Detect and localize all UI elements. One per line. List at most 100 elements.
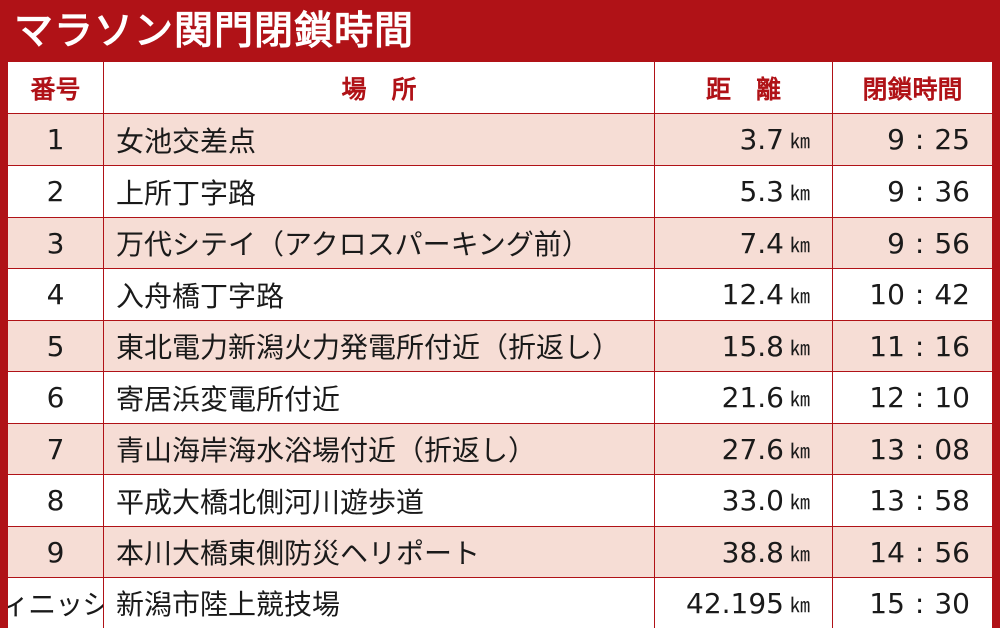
- time-hour: 9: [887, 175, 905, 208]
- row-distance: 21.6 ㎞: [655, 372, 833, 423]
- row-close-time: 11:16: [833, 321, 992, 371]
- row-close-time: 14:56: [833, 527, 992, 577]
- distance-unit: ㎞: [790, 438, 810, 463]
- distance-unit: ㎞: [790, 592, 810, 617]
- row-close-time: 12:10: [833, 372, 992, 423]
- time-separator: :: [914, 484, 925, 517]
- time-separator: :: [914, 432, 925, 466]
- table-row: 2 上所丁字路 5.3 ㎞ 9:36: [8, 166, 992, 218]
- row-distance: 5.3 ㎞: [655, 166, 833, 217]
- time-separator: :: [914, 329, 925, 363]
- row-place: 女池交差点: [104, 114, 655, 165]
- time-minute: 56: [934, 535, 970, 569]
- row-close-time: 9:56: [833, 218, 992, 268]
- row-place: 入舟橋丁字路: [104, 269, 655, 320]
- row-number: フィニッシュ: [8, 578, 104, 628]
- time-minute: 36: [934, 175, 970, 208]
- row-number: 9: [8, 527, 104, 577]
- time-separator: :: [914, 123, 925, 156]
- row-place: 青山海岸海水浴場付近（折返し）: [104, 424, 655, 474]
- header-close-time: 閉鎖時間: [862, 74, 963, 104]
- time-minute: 42: [934, 278, 970, 311]
- row-place: 万代シテイ（アクロスパーキング前）: [104, 218, 655, 268]
- time-hour: 13: [869, 432, 905, 466]
- distance-unit: ㎞: [790, 490, 810, 514]
- closure-table: 番号 場 所 距 離 閉鎖時間 1 女池交差点 3.7 ㎞ 9:25 2 上所丁字…: [8, 62, 992, 628]
- row-place: 上所丁字路: [104, 166, 655, 217]
- time-hour: 12: [869, 381, 905, 414]
- distance-unit: ㎞: [790, 541, 810, 566]
- distance-value: 12.4: [721, 278, 784, 311]
- time-separator: :: [914, 535, 925, 569]
- row-close-time: 13:58: [833, 475, 992, 526]
- row-distance: 3.7 ㎞: [655, 114, 833, 165]
- table-row: 6 寄居浜変電所付近 21.6 ㎞ 12:10: [8, 372, 992, 424]
- row-distance: 33.0 ㎞: [655, 475, 833, 526]
- row-place: 本川大橋東側防災ヘリポート: [104, 527, 655, 577]
- row-place: 寄居浜変電所付近: [104, 372, 655, 423]
- distance-unit: ㎞: [790, 129, 810, 153]
- distance-unit: ㎞: [790, 335, 810, 360]
- row-distance: 12.4 ㎞: [655, 269, 833, 320]
- time-minute: 10: [934, 381, 970, 414]
- distance-unit: ㎞: [790, 181, 810, 205]
- row-number: 6: [8, 372, 104, 423]
- table-row: 4 入舟橋丁字路 12.4 ㎞ 10:42: [8, 269, 992, 321]
- time-separator: :: [914, 586, 925, 620]
- time-minute: 58: [934, 484, 970, 517]
- time-separator: :: [914, 226, 925, 260]
- row-close-time: 9:36: [833, 166, 992, 217]
- time-minute: 56: [934, 226, 970, 260]
- distance-unit: ㎞: [790, 284, 810, 308]
- table-row: 7 青山海岸海水浴場付近（折返し） 27.6 ㎞ 13:08: [8, 424, 992, 475]
- row-distance: 38.8 ㎞: [655, 527, 833, 577]
- distance-unit: ㎞: [790, 387, 810, 411]
- time-hour: 11: [869, 329, 905, 363]
- row-number: 2: [8, 166, 104, 217]
- time-hour: 14: [869, 535, 905, 569]
- table-row: 8 平成大橋北側河川遊歩道 33.0 ㎞ 13:58: [8, 475, 992, 527]
- row-close-time: 10:42: [833, 269, 992, 320]
- header-number: 番号: [8, 62, 104, 113]
- row-distance: 27.6 ㎞: [655, 424, 833, 474]
- table-row: 1 女池交差点 3.7 ㎞ 9:25: [8, 114, 992, 166]
- time-hour: 9: [887, 226, 905, 260]
- distance-value: 42.195: [686, 586, 784, 620]
- time-minute: 08: [934, 432, 970, 466]
- table-row: 3 万代シテイ（アクロスパーキング前） 7.4 ㎞ 9:56: [8, 218, 992, 269]
- row-number: 3: [8, 218, 104, 268]
- header-place: 場 所: [104, 62, 655, 113]
- time-minute: 16: [934, 329, 970, 363]
- time-minute: 30: [934, 586, 970, 620]
- time-separator: :: [914, 278, 925, 311]
- row-close-time: 9:25: [833, 114, 992, 165]
- table-header: 番号 場 所 距 離 閉鎖時間: [8, 62, 992, 114]
- distance-value: 5.3: [739, 175, 784, 208]
- distance-value: 33.0: [721, 484, 784, 517]
- time-hour: 10: [869, 278, 905, 311]
- table-row: 5 東北電力新潟火力発電所付近（折返し） 15.8 ㎞ 11:16: [8, 321, 992, 372]
- distance-value: 38.8: [721, 535, 784, 569]
- header-distance: 距 離: [655, 62, 833, 113]
- distance-value: 27.6: [721, 432, 784, 466]
- distance-value: 3.7: [739, 123, 784, 156]
- row-number: 1: [8, 114, 104, 165]
- time-hour: 9: [887, 123, 905, 156]
- time-hour: 15: [869, 586, 905, 620]
- distance-unit: ㎞: [790, 232, 810, 257]
- row-number: 8: [8, 475, 104, 526]
- row-close-time: 13:08: [833, 424, 992, 474]
- distance-value: 21.6: [721, 381, 784, 414]
- row-close-time: 15:30: [833, 578, 992, 628]
- row-number: 5: [8, 321, 104, 371]
- time-separator: :: [914, 381, 925, 414]
- time-hour: 13: [869, 484, 905, 517]
- time-minute: 25: [934, 123, 970, 156]
- row-distance: 7.4 ㎞: [655, 218, 833, 268]
- row-number: 7: [8, 424, 104, 474]
- table-row: 9 本川大橋東側防災ヘリポート 38.8 ㎞ 14:56: [8, 527, 992, 578]
- row-distance: 15.8 ㎞: [655, 321, 833, 371]
- distance-value: 15.8: [721, 329, 784, 363]
